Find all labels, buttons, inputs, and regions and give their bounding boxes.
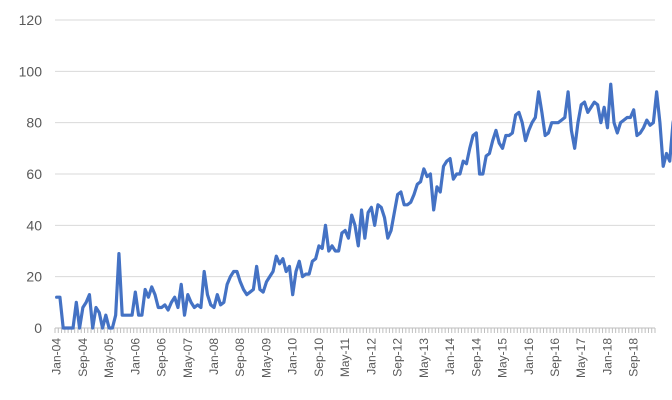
x-tick-label: May-13 [417,338,431,378]
y-tick-label: 20 [26,269,42,285]
x-tick-label: May-07 [181,338,195,378]
y-tick-label: 40 [26,217,42,233]
x-tick-label: Jan-12 [364,338,378,375]
gridlines [55,19,655,278]
x-tick-label: Jan-18 [600,338,614,375]
x-tick-label: May-09 [259,338,273,378]
series-layer [55,82,672,330]
x-tick-label: Sep-06 [155,338,169,377]
x-tick-label: Jan-06 [128,338,142,375]
x-tick-label: Jan-14 [443,338,457,375]
series-line [55,82,672,330]
x-tick-label: Sep-10 [312,338,326,377]
x-tick-label: Jan-16 [522,338,536,375]
x-axis [54,327,656,333]
y-tick-label: 80 [26,115,42,131]
y-tick-label: 60 [26,166,42,182]
x-tick-label: Sep-04 [76,338,90,377]
x-tick-label: Jan-04 [50,338,64,375]
x-axis-tick-labels: Jan-04 Sep-04 May-05 Jan-06 Sep-06 May-07 Jan-… [50,338,641,378]
x-tick-label: May-15 [496,338,510,378]
y-tick-label: 120 [19,12,43,28]
x-tick-label: Sep-16 [548,338,562,377]
y-tick-label: 100 [19,63,43,79]
x-tick-label: May-17 [574,338,588,378]
x-tick-label: Jan-10 [286,338,300,375]
x-tick-label: Jan-08 [207,338,221,375]
x-tick-label: Sep-08 [233,338,247,377]
x-tick-label: Sep-18 [627,338,641,377]
x-tick-label: May-11 [338,338,352,377]
x-tick-label: Sep-12 [391,338,405,377]
y-tick-label: 0 [34,320,42,336]
y-axis-tick-labels: 0 20 40 60 80 100 120 [19,12,43,336]
x-tick-label: May-05 [102,338,116,378]
x-tick-label: Sep-14 [469,338,483,377]
